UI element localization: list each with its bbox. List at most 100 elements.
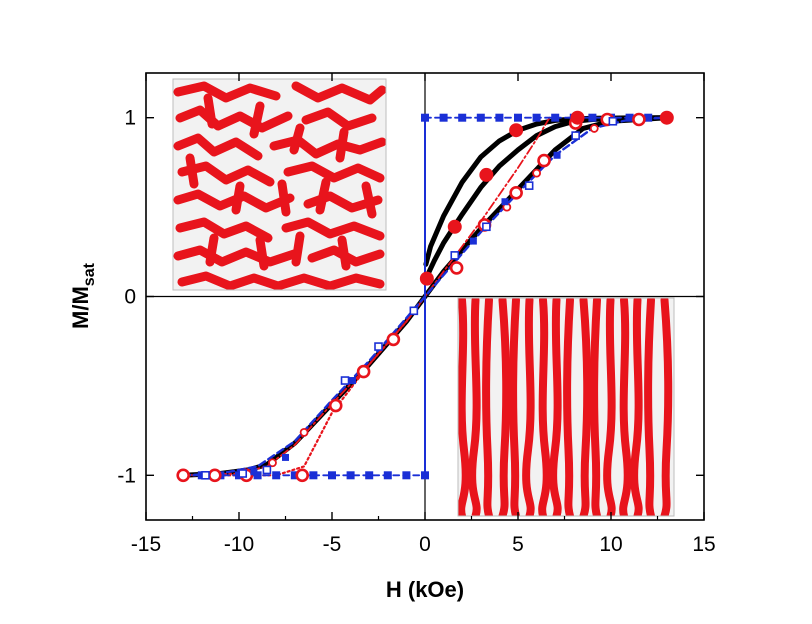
blue-square-marker	[402, 471, 411, 480]
labyrinth-stripe	[203, 93, 217, 129]
stripe-domain	[458, 298, 470, 516]
red-open-circle-marker	[295, 468, 310, 483]
y-axis-title-main: M/M	[68, 286, 93, 329]
red-open-circle-marker	[632, 112, 646, 127]
red-open-circle-marker	[537, 153, 551, 168]
blue-square-marker	[551, 113, 560, 122]
x-tick-label: 5	[512, 533, 524, 556]
blue-filled-square-marker	[348, 377, 356, 385]
blue-open-square-marker	[374, 342, 383, 351]
blue-square-marker	[365, 471, 374, 480]
red-small-circle-marker	[299, 427, 309, 437]
x-tick-label: -15	[131, 533, 161, 556]
blue-open-square-marker	[262, 465, 272, 475]
red-open-circle-marker	[386, 332, 401, 347]
blue-square-marker	[439, 113, 448, 122]
blue-square-marker	[346, 471, 355, 480]
blue-open-square-marker	[409, 306, 419, 316]
labyrinth-domain-inset	[173, 79, 386, 290]
blue-open-square-marker	[571, 131, 580, 140]
blue-open-square-marker	[450, 251, 460, 260]
labyrinth-stripe	[301, 107, 377, 131]
stripe-domain	[538, 298, 551, 516]
blue-square-marker	[625, 113, 634, 122]
labyrinth-inset-border	[172, 78, 387, 291]
labyrinth-stripe	[173, 189, 295, 213]
labyrinth-stripe	[289, 123, 305, 155]
stripe-domain	[579, 298, 592, 516]
series-line-blue-dash	[181, 116, 668, 477]
blue-square-marker	[458, 113, 467, 122]
blue-filled-square-marker	[282, 453, 289, 461]
blue-square-marker	[383, 471, 392, 480]
blue-filled-square-marker	[469, 237, 477, 245]
series-line-black-thick	[423, 115, 670, 267]
blue-square-marker	[495, 113, 504, 122]
stripe-domain	[630, 298, 643, 516]
red-filled-circle-marker	[419, 271, 434, 286]
stripe-domain	[563, 298, 574, 516]
stripe-domain	[509, 298, 520, 516]
blue-filled-square-marker	[501, 198, 509, 206]
blue-square-marker	[272, 471, 281, 480]
labyrinth-stripe	[205, 233, 219, 267]
labyrinth-pattern	[173, 81, 386, 290]
red-small-circle-marker	[589, 124, 599, 133]
insets-layer	[172, 78, 675, 517]
labyrinth-stripe	[337, 235, 351, 271]
red-open-circle-marker	[176, 468, 190, 483]
labyrinth-stripe	[185, 153, 199, 189]
blue-open-square-marker	[238, 469, 248, 478]
red-open-circle-marker	[328, 398, 343, 413]
x-axis-ticks: -15 -10 -5 0 5 10 15	[131, 73, 716, 556]
x-tick-label: 0	[419, 533, 431, 556]
blue-square-marker	[532, 113, 541, 122]
blue-square-marker	[328, 471, 336, 480]
blue-filled-square-marker	[553, 151, 561, 159]
labyrinth-stripe	[175, 217, 273, 243]
stripe-inset-border	[457, 297, 675, 517]
red-filled-circle-marker	[447, 219, 462, 234]
stripe-domain	[522, 298, 535, 516]
x-axis-title: H (kOe)	[386, 577, 464, 602]
y-tick-label: 1	[124, 107, 136, 130]
red-open-circle-marker	[208, 468, 222, 483]
stripe-domain	[619, 298, 632, 516]
labyrinth-stripe	[173, 133, 263, 161]
labyrinth-stripe	[177, 161, 275, 187]
x-tick-label: 15	[692, 533, 715, 556]
stripe-domain	[644, 298, 655, 516]
marker-layer	[176, 110, 674, 483]
blue-open-square-marker	[524, 181, 534, 190]
red-open-circle-marker	[449, 261, 464, 275]
red-filled-circle-marker	[509, 123, 524, 138]
labyrinth-stripe	[291, 231, 305, 267]
stripe-domain	[468, 298, 481, 516]
labyrinth-stripe	[361, 181, 377, 219]
y-axis-ticks: -1 0 1	[117, 107, 704, 487]
labyrinth-stripe	[315, 177, 331, 215]
stripe-domain	[482, 298, 493, 516]
x-tick-label: -10	[224, 533, 254, 556]
labyrinth-stripe	[173, 245, 299, 267]
red-filled-circle-marker	[659, 110, 674, 125]
stripe-domain	[660, 298, 673, 516]
stripe-domain	[549, 298, 562, 516]
blue-square-marker	[476, 113, 485, 122]
blue-square-marker	[253, 471, 262, 480]
labyrinth-stripe	[231, 181, 245, 215]
x-tick-label: 10	[599, 533, 622, 556]
stripe-domain	[590, 298, 601, 516]
stripe-domain	[498, 298, 511, 516]
y-axis-title-subscript: sat	[81, 262, 98, 286]
x-tick-label: -5	[323, 533, 342, 556]
blue-square-marker	[309, 471, 318, 480]
stripe-pattern	[458, 298, 673, 516]
blue-open-square-marker	[608, 116, 618, 126]
red-small-circle-marker	[268, 458, 277, 468]
blue-open-square-marker	[482, 222, 491, 232]
labyrinth-stripe	[277, 179, 291, 217]
labyrinth-stripe	[175, 105, 293, 133]
